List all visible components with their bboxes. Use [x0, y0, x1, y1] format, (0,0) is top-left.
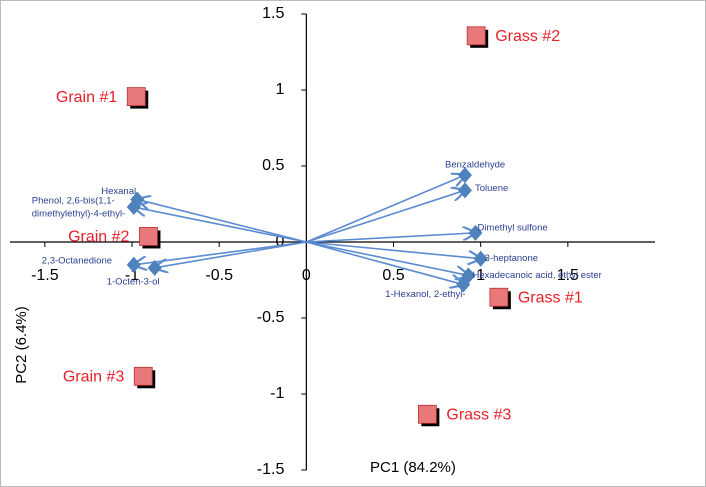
- loading-label: 3-heptanone: [485, 253, 538, 264]
- loading-marker: [473, 250, 488, 267]
- x-axis-label: PC1 (84.2%): [370, 459, 456, 476]
- y-tick-label: 0: [275, 233, 284, 250]
- x-tick-label: -1: [125, 267, 139, 284]
- point-label: Grain #2: [68, 229, 129, 246]
- loading-arrow: [306, 175, 465, 243]
- loading-label: Phenol, 2,6-bis(1,1-: [32, 196, 115, 207]
- point: [417, 404, 437, 424]
- x-tick-label: 0: [302, 267, 311, 284]
- x-tick-label: -1.5: [31, 267, 59, 284]
- loading-arrow: [134, 207, 307, 243]
- loading-marker: [457, 167, 472, 184]
- loading-arrow: [306, 241, 480, 259]
- x-tick-label: 1: [476, 267, 485, 284]
- loading-label: Hexanal: [101, 186, 136, 197]
- x-tick-label: 1.5: [557, 267, 579, 284]
- point-label: Grass #1: [518, 289, 583, 306]
- point: [139, 227, 158, 246]
- y-tick-label: 1.5: [262, 5, 284, 22]
- loading-label: 1-Octen-3-ol: [107, 276, 160, 287]
- loading-arrow: [155, 241, 307, 268]
- loading-label: Dimethyl sulfone: [477, 222, 547, 233]
- y-tick-label: -1: [270, 385, 284, 402]
- y-tick-label: 1: [275, 81, 284, 98]
- loading-marker: [456, 276, 471, 293]
- loading-marker: [468, 224, 483, 241]
- loading-marker: [126, 256, 141, 273]
- loading-arrow: [306, 241, 468, 275]
- loading-marker: [126, 199, 141, 216]
- loading-label: dimethylethyl)-4-ethyl-: [32, 209, 125, 220]
- point-label: Grass #2: [495, 28, 560, 45]
- y-tick-label: -1.5: [257, 461, 285, 478]
- point: [133, 366, 153, 386]
- y-axis-label: PC2 (6.4%): [13, 306, 30, 384]
- point-label: Grain #3: [63, 368, 124, 385]
- point-label: Grain #1: [56, 89, 117, 106]
- x-tick-label: 0.5: [382, 267, 404, 284]
- loading-label: Hexadecanoic acid, ethyl ester: [472, 270, 601, 281]
- point: [126, 87, 146, 106]
- point: [466, 26, 486, 46]
- loading-label: 2,3-Octanedione: [42, 255, 112, 266]
- point-label: Grass #3: [446, 406, 511, 423]
- loading-label: Toluene: [475, 183, 508, 194]
- loading-arrow: [306, 241, 463, 285]
- loading-label: Benzaldehyde: [445, 160, 505, 171]
- loading-label: 1-Hexanol, 2-ethyl-: [385, 289, 465, 300]
- loading-arrow: [306, 233, 475, 243]
- x-tick-label: -0.5: [205, 267, 233, 284]
- loading-arrow: [137, 199, 307, 243]
- loading-arrow: [306, 190, 465, 243]
- loading-marker: [457, 182, 472, 199]
- point: [489, 287, 509, 307]
- y-tick-label: -0.5: [257, 309, 285, 326]
- loading-marker: [147, 259, 162, 276]
- y-tick-label: 0.5: [262, 157, 284, 174]
